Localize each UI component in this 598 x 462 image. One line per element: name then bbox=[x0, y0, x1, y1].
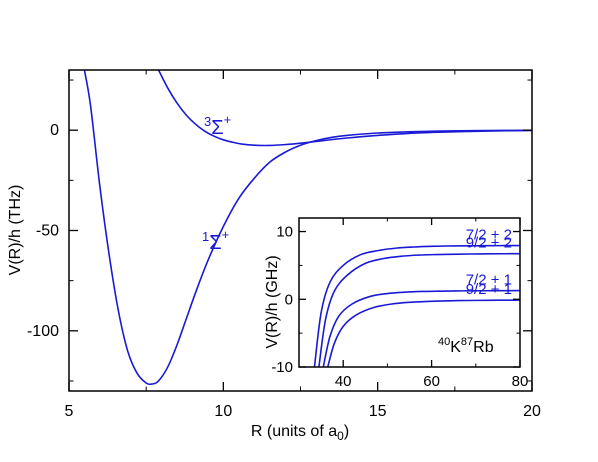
triplet-potential-curve bbox=[157, 70, 532, 147]
inset-curve-7-2-2 bbox=[313, 244, 520, 367]
main-plot: 5 10 15 20-100-500 R (units of a0) V(R)/h (… bbox=[7, 69, 541, 443]
curve-label-9-2-2: 9/2 + 2 bbox=[466, 235, 512, 252]
inset-curves bbox=[313, 244, 520, 367]
inset-curve-9-2-2 bbox=[318, 252, 520, 367]
inset-curve-labels: 7/2 + 29/2 + 2 7/2 + 19/2 + 1 bbox=[466, 227, 512, 299]
curve-label-7-2-2: 7/2 + 2 bbox=[466, 227, 512, 244]
inset-plot-frame bbox=[298, 217, 521, 368]
main-y-tick-label: -50 bbox=[36, 223, 59, 240]
singlet-potential-curve bbox=[83, 70, 532, 386]
main-y-tick-label: 0 bbox=[50, 122, 59, 139]
main-x-tick-label: 10 bbox=[214, 403, 232, 420]
triplet-state-label: 3Σ+ bbox=[204, 112, 231, 139]
inset-x-tick-label: 80 bbox=[512, 373, 529, 390]
main-curves bbox=[83, 70, 532, 386]
main-x-tick-label: 15 bbox=[369, 403, 387, 420]
inset-curve-9-2-1 bbox=[326, 299, 520, 367]
main-x-tick-label: 5 bbox=[65, 403, 74, 420]
inset-ticks: 40 60 80 -10 0 10 bbox=[271, 218, 528, 390]
inset-curve-7-2-1 bbox=[322, 289, 520, 367]
curve-label-7-2-1: 7/2 + 1 bbox=[466, 272, 512, 289]
inset-y-tick-label: 10 bbox=[276, 224, 293, 241]
inset-plot: 7/2 + 29/2 + 2 7/2 + 19/2 + 1 40 60 80 -10 0 1… bbox=[264, 217, 528, 390]
main-y-tick-label: -100 bbox=[27, 323, 59, 340]
main-x-tick-label: 20 bbox=[523, 403, 541, 420]
isotope-annotation: 40K87Rb bbox=[438, 336, 494, 356]
singlet-state-label: 1Σ+ bbox=[202, 227, 229, 254]
inset-x-tick-label: 40 bbox=[335, 373, 352, 390]
inset-y-axis-title: V(R)/h (GHz) bbox=[264, 255, 281, 348]
inset-y-tick-label: 0 bbox=[285, 291, 293, 308]
main-ticks: 5 10 15 20-100-500 bbox=[27, 70, 541, 420]
inset-x-tick-label: 60 bbox=[423, 373, 440, 390]
y-axis-title: V(R)/h (THz) bbox=[7, 185, 24, 276]
curve-label-9-2-1: 9/2 + 1 bbox=[466, 281, 512, 298]
x-axis-title: R (units of a0) bbox=[251, 423, 349, 443]
inset-y-tick-label: -10 bbox=[271, 359, 293, 376]
